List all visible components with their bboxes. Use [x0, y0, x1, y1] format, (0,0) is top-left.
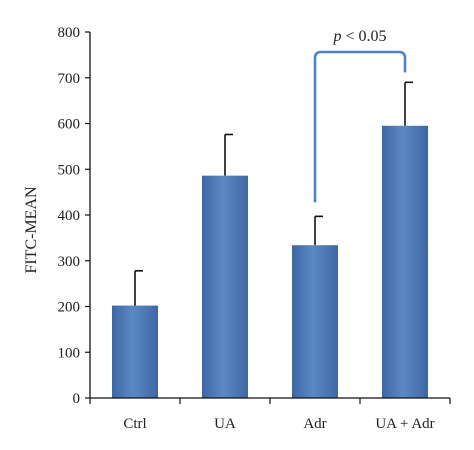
significance-p: p [332, 28, 341, 45]
significance-bracket [313, 50, 407, 203]
significance-label: p < 0.05 [332, 28, 386, 45]
x-tick-label-3: UA + Adr [375, 416, 434, 432]
y-tick-label-100: 100 [58, 345, 81, 361]
x-tick-label-0: Ctrl [123, 416, 146, 432]
y-tick-label-700: 700 [58, 71, 81, 87]
y-tick-label-200: 200 [58, 300, 81, 316]
y-tick-label-500: 500 [58, 162, 81, 178]
y-tick-label-300: 300 [58, 254, 81, 270]
bar-1 [202, 175, 248, 398]
bar-2 [292, 245, 338, 398]
bar-0 [112, 305, 158, 398]
y-tick-label-0: 0 [73, 391, 81, 407]
y-tick-label-800: 800 [58, 25, 81, 41]
x-tick-label-1: UA [214, 416, 236, 432]
y-tick-label-400: 400 [58, 208, 81, 224]
y-tick-label-600: 600 [58, 117, 81, 133]
x-tick-label-2: Adr [303, 416, 326, 432]
plot-area: 0 100 200 300 400 500 600 700 800 Ctrl UA Adr UA + A… [58, 25, 451, 432]
y-axis-title: FITC-MEAN [23, 186, 40, 274]
significance-threshold: < 0.05 [341, 28, 386, 45]
bar-3 [382, 125, 428, 398]
